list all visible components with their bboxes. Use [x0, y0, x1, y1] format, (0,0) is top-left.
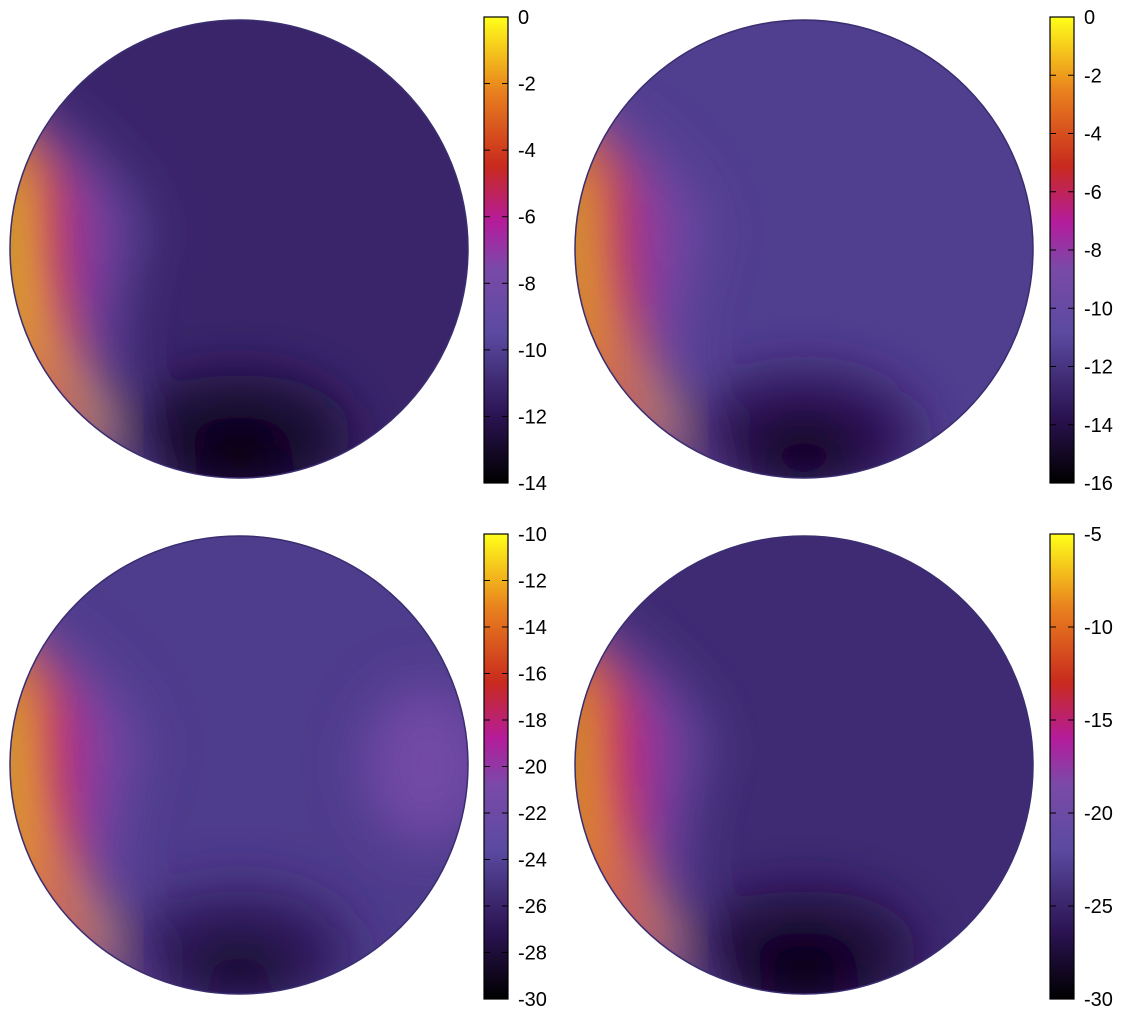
colorbar: 0 -2 -4 -6 -8 -10 -12 -14 -16 [1049, 7, 1113, 495]
colorbar-tick-label: -12 [518, 571, 547, 593]
colorbar-tick-label: -6 [518, 207, 536, 229]
magenta-spot [362, 684, 468, 846]
colorbar-tick-label: -30 [518, 989, 547, 1011]
colorbar-tick-label: -25 [1084, 896, 1113, 918]
colorbar-scale [483, 16, 509, 484]
colorbar-scale [1049, 533, 1075, 1000]
colorbar-tick-label: 0 [1084, 7, 1095, 29]
disk-outline [9, 19, 469, 479]
colorbar-tick-label: -16 [1084, 473, 1113, 495]
colorbar-tick-label: -2 [1084, 65, 1102, 87]
colorbar-tick-label: -20 [518, 757, 547, 779]
field-background [10, 20, 468, 478]
colorbar-tick-label: -5 [1084, 524, 1102, 546]
colorbar-tick-label: -14 [518, 617, 547, 639]
colorbar-tick-label: -15 [1084, 710, 1113, 732]
colorbar-tick-label: -14 [1084, 415, 1113, 437]
colorbar-tick-label: -10 [1084, 298, 1113, 320]
panel-bottom-left: -10 -12 -14 -16 -18 -20 -22 -24 -26 -28 -30 [9, 524, 547, 1011]
colorbar-tick-label: -12 [1084, 357, 1113, 379]
colorbar-tick-label: -2 [518, 74, 536, 96]
colorbar-tick-label: -6 [1084, 182, 1102, 204]
colorbar-tick-label: -16 [518, 664, 547, 686]
colorbar: -10 -12 -14 -16 -18 -20 -22 -24 -26 -28 -30 [483, 524, 547, 1011]
dark-spot [179, 418, 299, 478]
dark-spot [179, 934, 299, 994]
colorbar-tick-label: -10 [518, 340, 547, 362]
field-background [575, 20, 1033, 478]
colorbar-tick-label: -24 [518, 850, 547, 872]
colorbar-tick-label: 0 [518, 7, 529, 29]
colorbar: 0 -2 -4 -6 -8 -10 -12 -14 [483, 7, 547, 495]
colorbar-tick-label: -18 [518, 710, 547, 732]
colorbar: -5 -10 -15 -20 -25 -30 [1049, 524, 1113, 1011]
field-background [575, 536, 1033, 994]
colorbar-tick-label: -8 [1084, 240, 1102, 262]
colorbar-tick-label: -4 [518, 140, 536, 162]
colorbar-tick-label: -8 [518, 273, 536, 295]
colorbar-tick-label: -20 [1084, 803, 1113, 825]
disk-outline [574, 535, 1034, 995]
colorbar-tick-label: -22 [518, 803, 547, 825]
field-background [10, 536, 468, 994]
colorbar-tick-label: -4 [1084, 124, 1102, 146]
dark-spot [744, 934, 864, 994]
panel-bottom-right: -5 -10 -15 -20 -25 -30 [574, 524, 1113, 1011]
colorbar-tick-label: -26 [518, 896, 547, 918]
colorbar-tick-label: -12 [518, 406, 547, 428]
colorbar-tick-label: -28 [518, 943, 547, 965]
colorbar-tick-label: -14 [518, 473, 547, 495]
panel-top-right: 0 -2 -4 -6 -8 -10 -12 -14 -16 [574, 7, 1113, 495]
colorbar-tick-label: -30 [1084, 989, 1113, 1011]
panel-top-left: 0 -2 -4 -6 -8 -10 -12 -14 [9, 7, 547, 495]
disk-outline [574, 19, 1034, 479]
colorbar-tick-label: -10 [518, 524, 547, 546]
colorbar-tick-label: -10 [1084, 617, 1113, 639]
dark-spot [744, 418, 864, 478]
disk-outline [9, 535, 469, 995]
